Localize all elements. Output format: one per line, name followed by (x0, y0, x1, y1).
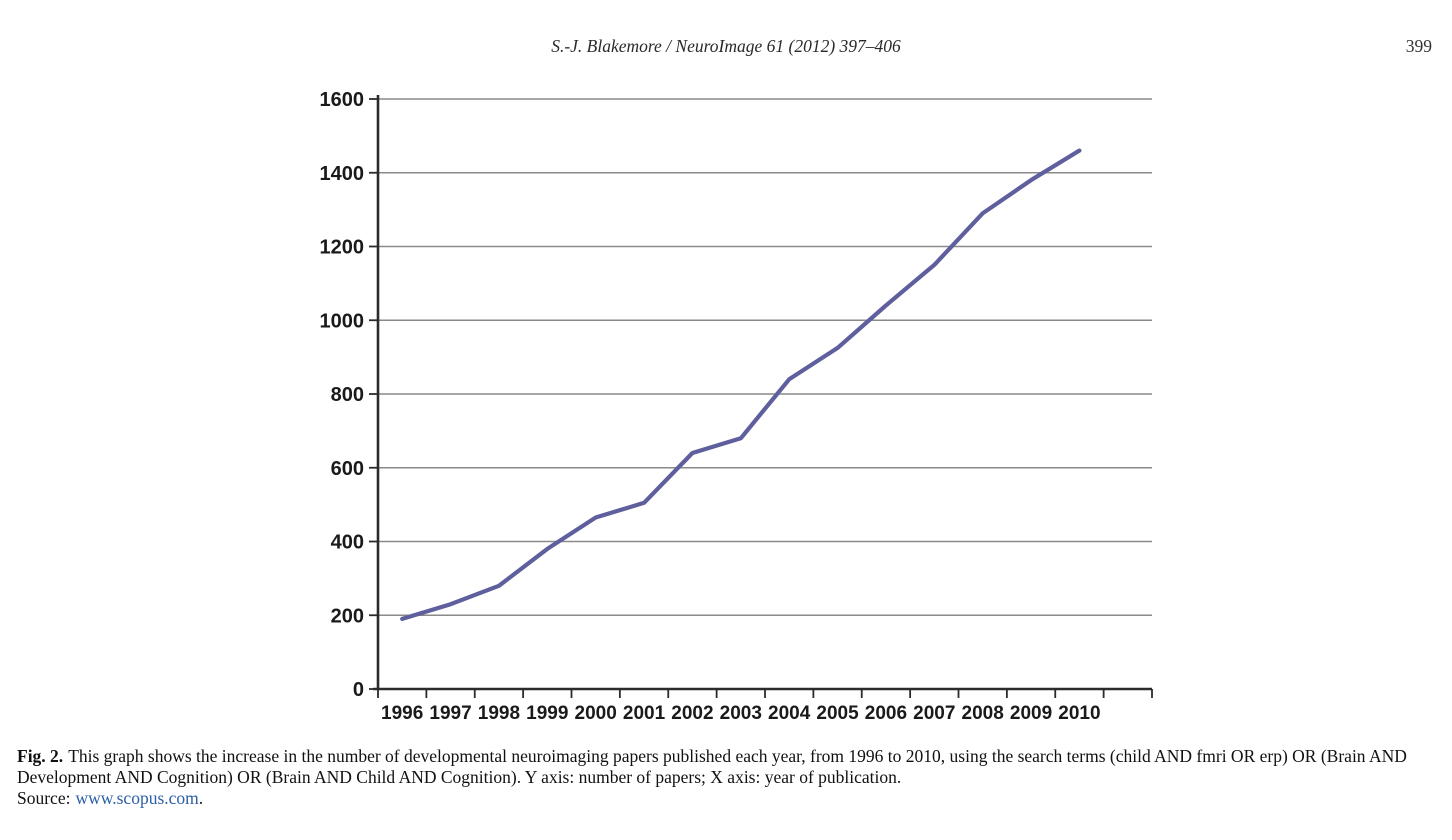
x-tick-label: 2001 (623, 703, 666, 724)
y-tick-label: 0 (353, 679, 364, 701)
scopus-link[interactable]: www.scopus.com (75, 788, 199, 808)
caption-text: This graph shows the increase in the num… (17, 746, 1407, 787)
y-tick-label: 800 (331, 384, 364, 406)
x-tick-label: 2006 (865, 703, 907, 724)
figure-caption: Fig. 2. This graph shows the increase in … (17, 746, 1437, 809)
x-tick-label: 2000 (575, 703, 617, 724)
y-tick-label: 1400 (320, 163, 365, 185)
x-tick-label: 2010 (1058, 703, 1100, 724)
y-tick-label: 200 (331, 605, 364, 627)
x-tick-label: 2005 (816, 703, 859, 724)
source-line: Source: www.scopus.com. (17, 788, 1437, 809)
figure-label: Fig. 2. (17, 746, 64, 766)
y-tick-label: 1600 (320, 89, 365, 111)
x-tick-label: 2007 (913, 703, 955, 724)
x-tick-label: 2002 (671, 703, 713, 724)
x-tick-label: 2004 (768, 703, 811, 724)
source-suffix: . (198, 788, 204, 808)
x-tick-label: 2003 (720, 703, 762, 724)
running-head: S.-J. Blakemore / NeuroImage 61 (2012) 3… (551, 36, 901, 56)
page-header: S.-J. Blakemore / NeuroImage 61 (2012) 3… (0, 36, 1452, 60)
x-tick-label: 1996 (381, 703, 423, 724)
source-label: Source: (17, 788, 71, 808)
page-number: 399 (1405, 36, 1432, 56)
x-tick-label: 1997 (429, 703, 471, 724)
y-tick-label: 1200 (320, 237, 365, 259)
x-tick-label: 1999 (526, 703, 568, 724)
data-line (400, 148, 1082, 622)
y-tick-label: 400 (331, 532, 364, 554)
x-tick-label: 2008 (962, 703, 1004, 724)
x-tick-label: 2009 (1010, 703, 1052, 724)
x-tick-label: 1998 (478, 703, 520, 724)
y-tick-label: 600 (331, 458, 364, 480)
figure-chart: 0 200 400 600 800 1000 1200 1400 1600 1996 1997 199… (320, 89, 1153, 724)
y-tick-label: 1000 (320, 310, 365, 332)
